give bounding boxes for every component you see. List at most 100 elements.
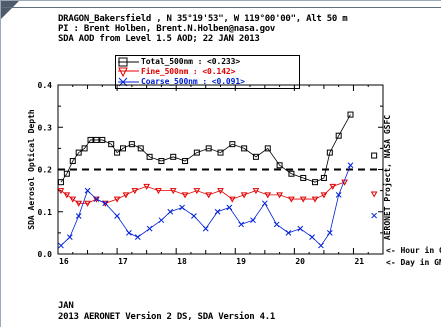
x-marker-stroke	[261, 200, 268, 207]
x-marker-stroke	[146, 225, 153, 232]
square-marker	[170, 153, 177, 160]
square-marker	[182, 158, 189, 165]
square-marker	[205, 145, 212, 152]
square-marker	[158, 158, 165, 165]
data-point-coarse_500nm	[114, 213, 120, 219]
data-point-total_500nm	[320, 174, 327, 181]
y-axis-label: SDA Aerosol Optical Depth	[26, 109, 36, 230]
x-marker-stroke	[58, 242, 64, 249]
data-point-total_500nm	[276, 162, 283, 169]
data-point-coarse_500nm	[134, 234, 141, 240]
x-marker-stroke	[347, 162, 354, 169]
data-point-fine_500nm	[57, 188, 65, 195]
triangle-marker	[264, 192, 272, 199]
data-point-total_500nm	[93, 136, 100, 143]
data-point-total_500nm	[81, 145, 88, 152]
data-point-coarse_500nm	[158, 217, 165, 224]
legend-label-fine: Fine_500nm : <0.142>	[141, 67, 236, 76]
data-point-total_500nm	[241, 145, 248, 152]
data-point-total_500nm	[252, 153, 259, 160]
x-marker-stroke	[66, 234, 73, 240]
x-tick-label: 19	[236, 257, 246, 266]
daily-mean-coarse_500nm	[371, 212, 377, 219]
square-marker	[241, 145, 248, 152]
square-marker	[108, 141, 115, 148]
x-tick-label: 18	[177, 257, 187, 266]
data-point-total_500nm	[312, 179, 319, 186]
top-rule	[2, 7, 441, 8]
x-marker-stroke	[318, 242, 324, 249]
x-marker-stroke	[335, 191, 342, 198]
x-marker-stroke	[179, 204, 185, 211]
data-point-total_500nm	[300, 174, 307, 181]
series-line-fine_500nm	[60, 181, 345, 204]
data-point-fine_500nm	[75, 200, 83, 207]
square-marker	[229, 141, 236, 148]
square-marker	[276, 162, 283, 169]
x-marker-stroke	[114, 213, 120, 219]
data-point-total_500nm	[326, 149, 333, 156]
triangle-marker	[311, 196, 319, 203]
y-tick-label: 0.2	[38, 166, 53, 175]
x-marker-stroke	[84, 187, 91, 194]
x-marker-stroke	[273, 221, 280, 228]
data-point-coarse_500nm	[226, 204, 233, 211]
series-layer	[57, 111, 378, 249]
x-tick-label: 20	[295, 257, 305, 266]
pi-line: PI : Brent Holben, Brent.N.Holben@nasa.g…	[58, 24, 276, 34]
data-point-coarse_500nm	[238, 221, 245, 228]
data-point-total_500nm	[69, 158, 76, 165]
data-point-fine_500nm	[84, 200, 91, 207]
data-point-fine_500nm	[311, 196, 319, 203]
triangle-marker	[205, 192, 213, 199]
y-tick-label: 0.3	[38, 123, 53, 132]
x-marker-stroke	[214, 208, 221, 215]
data-point-coarse_500nm	[309, 234, 315, 240]
triangle-marker	[113, 196, 121, 203]
square-marker	[63, 170, 70, 177]
triangle-marker	[228, 196, 236, 203]
square-marker	[288, 170, 295, 177]
footer-credit: 2013 AERONET Version 2 DS, SDA Version 4…	[58, 312, 276, 322]
daily-mean-total_500nm	[371, 152, 378, 159]
y-tick-label: 0.1	[38, 208, 53, 217]
square-marker	[371, 152, 378, 159]
triangle-marker	[57, 188, 65, 195]
square-marker	[312, 179, 319, 186]
data-point-fine_500nm	[329, 183, 337, 190]
data-point-fine_500nm	[276, 192, 283, 199]
square-marker	[335, 132, 342, 139]
legend-label-total: Total_500nm : <0.233>	[141, 57, 241, 66]
square-marker	[69, 158, 76, 165]
x-marker-stroke	[126, 230, 132, 236]
square-marker	[217, 149, 224, 156]
square-marker	[114, 149, 121, 156]
data-point-total_500nm	[205, 145, 212, 152]
data-point-total_500nm	[229, 141, 236, 148]
plot-frame	[57, 84, 384, 255]
footer-month: JAN	[58, 301, 74, 311]
x-marker-stroke	[309, 234, 315, 240]
square-marker	[120, 145, 126, 152]
triangle-marker	[155, 188, 162, 195]
square-marker	[252, 153, 259, 160]
data-point-fine_500nm	[228, 196, 236, 203]
right-side-label: AERONET Project, NASA GSFC	[382, 115, 392, 240]
x-tick-label: 16	[59, 257, 69, 266]
data-point-coarse_500nm	[146, 225, 153, 232]
data-point-fine_500nm	[113, 196, 121, 203]
data-point-total_500nm	[182, 158, 189, 165]
data-point-coarse_500nm	[214, 208, 221, 215]
data-point-fine_500nm	[320, 192, 328, 199]
triangle-marker	[69, 196, 77, 203]
square-marker	[300, 174, 307, 181]
y-tick-label: 0.4	[38, 81, 53, 90]
data-point-coarse_500nm	[335, 191, 342, 198]
legend-marker-fine	[118, 67, 139, 77]
data-point-total_500nm	[120, 145, 126, 152]
x-tick-label: 21	[354, 257, 364, 266]
axes-labels: 0.0 0.1 0.2 0.3 0.4 16 17 18 19 20 21 SDA Aerosol O…	[26, 81, 441, 267]
data-point-coarse_500nm	[250, 217, 256, 224]
x-marker-stroke	[158, 217, 165, 224]
data-point-coarse_500nm	[58, 242, 64, 249]
